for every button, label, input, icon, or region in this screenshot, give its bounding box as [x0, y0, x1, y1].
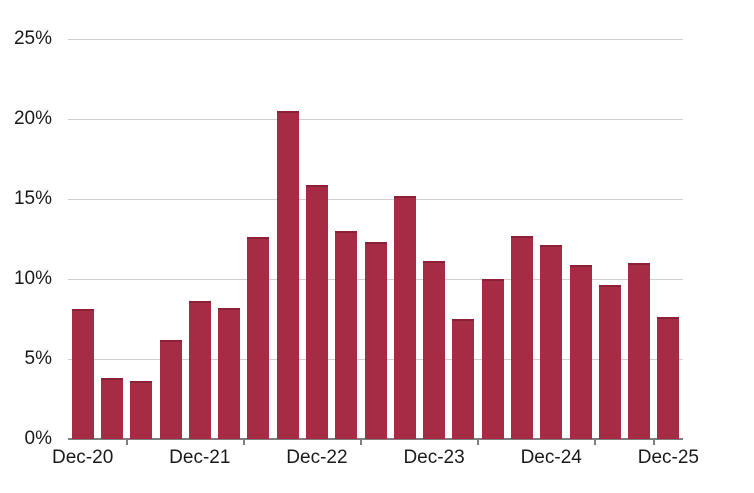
bar: [305, 184, 328, 439]
bar: [452, 319, 475, 439]
x-axis-tick-label: Dec-24: [520, 447, 582, 468]
bar: [657, 317, 680, 439]
bar: [218, 307, 241, 439]
bar: [510, 235, 533, 439]
bar: [276, 111, 299, 439]
x-axis-tick-label: Dec-23: [403, 447, 465, 468]
bar: [423, 261, 446, 439]
bar: [364, 242, 387, 439]
bar: [569, 264, 592, 439]
x-axis-tick-label: Dec-20: [52, 447, 114, 468]
y-axis-tick-label: 0%: [24, 428, 52, 449]
bar: [130, 381, 153, 439]
gridline: [68, 119, 683, 120]
bar: [598, 285, 621, 439]
bar: [100, 378, 123, 439]
bar: [540, 245, 563, 439]
bar: [159, 339, 182, 439]
y-axis-tick-label: 5%: [24, 348, 52, 369]
x-axis-line: [68, 438, 683, 440]
x-axis-tick-label: Dec-21: [169, 447, 231, 468]
x-axis-tick-label: Dec-25: [637, 447, 699, 468]
bar: [481, 279, 504, 439]
y-axis-tick-label: 15%: [13, 188, 52, 209]
bar: [628, 263, 651, 439]
y-axis-tick-label: 10%: [13, 268, 52, 289]
x-axis-tick-mark: [359, 439, 362, 445]
x-axis-tick-label: Dec-22: [286, 447, 348, 468]
bar: [188, 301, 211, 439]
x-axis-tick-mark: [242, 439, 245, 445]
x-axis-tick-mark: [125, 439, 128, 445]
bar: [247, 237, 270, 439]
x-axis-tick-mark: [652, 439, 655, 445]
x-axis-tick-mark: [594, 439, 597, 445]
gridline: [68, 199, 683, 200]
bar: [335, 231, 358, 439]
bar: [71, 309, 94, 439]
y-axis-tick-label: 25%: [13, 28, 52, 49]
bar: [393, 195, 416, 439]
y-axis-tick-label: 20%: [13, 108, 52, 129]
gridline: [68, 39, 683, 40]
plot-area: [68, 39, 683, 440]
x-axis-tick-mark: [477, 439, 479, 445]
